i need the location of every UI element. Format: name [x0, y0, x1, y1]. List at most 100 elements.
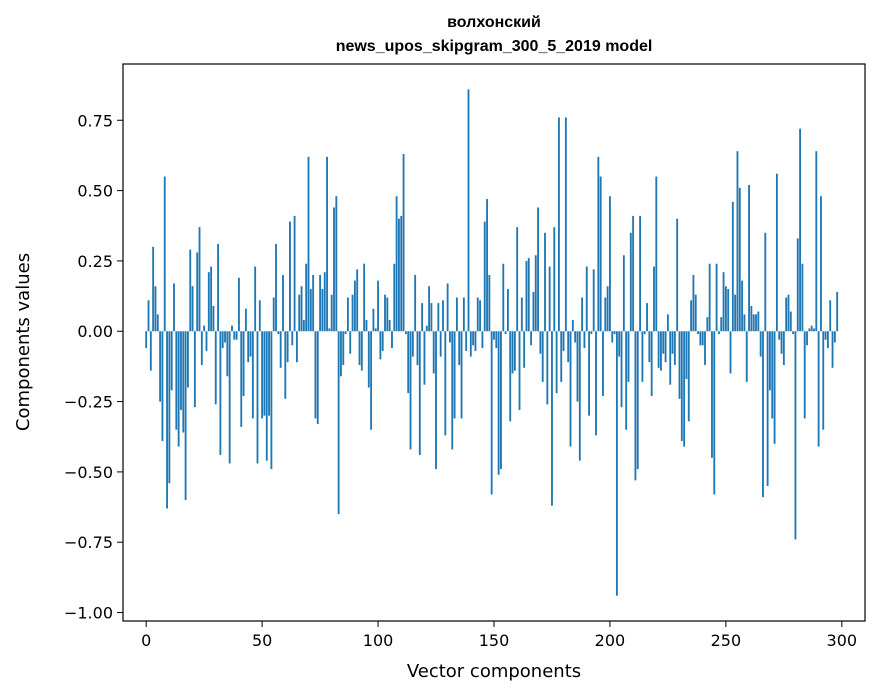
- bar: [328, 328, 331, 332]
- x-tick-label: 150: [479, 631, 510, 650]
- bar: [423, 331, 426, 385]
- bar: [409, 331, 412, 450]
- bar: [500, 331, 502, 470]
- bar: [778, 331, 781, 340]
- bar: [655, 176, 658, 332]
- bar: [391, 331, 393, 349]
- bar: [713, 331, 716, 495]
- bar: [711, 331, 713, 458]
- bar: [634, 331, 637, 481]
- bar: [261, 331, 264, 419]
- bar: [305, 263, 308, 332]
- bar: [555, 331, 558, 394]
- bar: [775, 173, 778, 332]
- bar: [806, 331, 808, 346]
- bar: [766, 331, 769, 486]
- bar: [444, 331, 447, 436]
- bar: [282, 274, 284, 332]
- bar: [671, 331, 674, 354]
- bar: [404, 331, 407, 335]
- axes-frame: [122, 63, 866, 622]
- bar: [657, 331, 660, 368]
- y-tick-label: −0.25: [64, 393, 113, 412]
- bar: [785, 297, 788, 332]
- bar: [437, 303, 440, 332]
- bar: [622, 255, 625, 332]
- bar: [421, 303, 424, 332]
- bar: [411, 331, 414, 357]
- bar: [293, 215, 296, 332]
- bar: [673, 331, 676, 366]
- bar: [752, 314, 755, 332]
- bar: [648, 331, 651, 363]
- bar: [242, 331, 245, 396]
- bar: [340, 331, 342, 377]
- y-tick-label: −1.00: [64, 604, 113, 623]
- bar: [472, 331, 475, 346]
- bar: [258, 300, 261, 332]
- bar: [817, 331, 820, 447]
- bar: [618, 331, 621, 357]
- bar: [653, 266, 655, 332]
- bar: [467, 89, 470, 332]
- bar: [497, 331, 500, 475]
- bar: [451, 331, 454, 450]
- bar: [720, 317, 723, 332]
- bar: [168, 331, 171, 484]
- bar: [516, 227, 519, 332]
- bar: [238, 277, 240, 332]
- bar: [177, 331, 180, 447]
- bar: [231, 325, 233, 332]
- bar: [771, 331, 774, 419]
- bar: [722, 272, 725, 332]
- bar: [486, 199, 488, 332]
- bar: [414, 274, 417, 332]
- bar: [312, 274, 315, 332]
- bar: [217, 244, 219, 332]
- bar: [625, 331, 628, 430]
- bar: [815, 151, 818, 332]
- bar: [430, 303, 433, 332]
- y-tick-label: 0.25: [77, 252, 113, 271]
- bar: [611, 331, 614, 343]
- bar: [319, 274, 322, 332]
- bar: [537, 207, 539, 332]
- bar: [474, 331, 477, 351]
- y-axis-label: Components values: [13, 253, 34, 431]
- bar: [513, 331, 516, 371]
- bar: [170, 331, 173, 391]
- bar: [680, 331, 683, 441]
- x-tick-label: 200: [595, 631, 626, 650]
- bar: [643, 331, 646, 335]
- bar: [370, 331, 373, 430]
- bar: [697, 331, 699, 335]
- bar: [337, 331, 340, 515]
- bar: [203, 325, 206, 332]
- bar: [762, 331, 764, 498]
- bar: [660, 331, 662, 371]
- bar: [365, 319, 368, 332]
- bar: [569, 331, 572, 447]
- bar: [745, 331, 748, 382]
- bar: [235, 331, 238, 340]
- bar: [349, 331, 352, 354]
- bar: [511, 331, 514, 374]
- bar: [425, 325, 428, 332]
- bar: [251, 331, 254, 419]
- bar: [300, 286, 303, 332]
- bar: [613, 331, 616, 335]
- bar: [694, 294, 697, 332]
- bar: [460, 331, 463, 419]
- plot-area: [122, 63, 866, 622]
- bar: [219, 331, 222, 456]
- bar: [481, 331, 484, 349]
- bar: [163, 176, 166, 332]
- bar: [302, 319, 305, 332]
- bar: [504, 331, 507, 335]
- bar: [641, 331, 644, 382]
- bar: [685, 331, 688, 380]
- bar: [353, 280, 356, 332]
- bar: [704, 331, 706, 366]
- bar: [539, 331, 542, 354]
- bar: [395, 196, 398, 332]
